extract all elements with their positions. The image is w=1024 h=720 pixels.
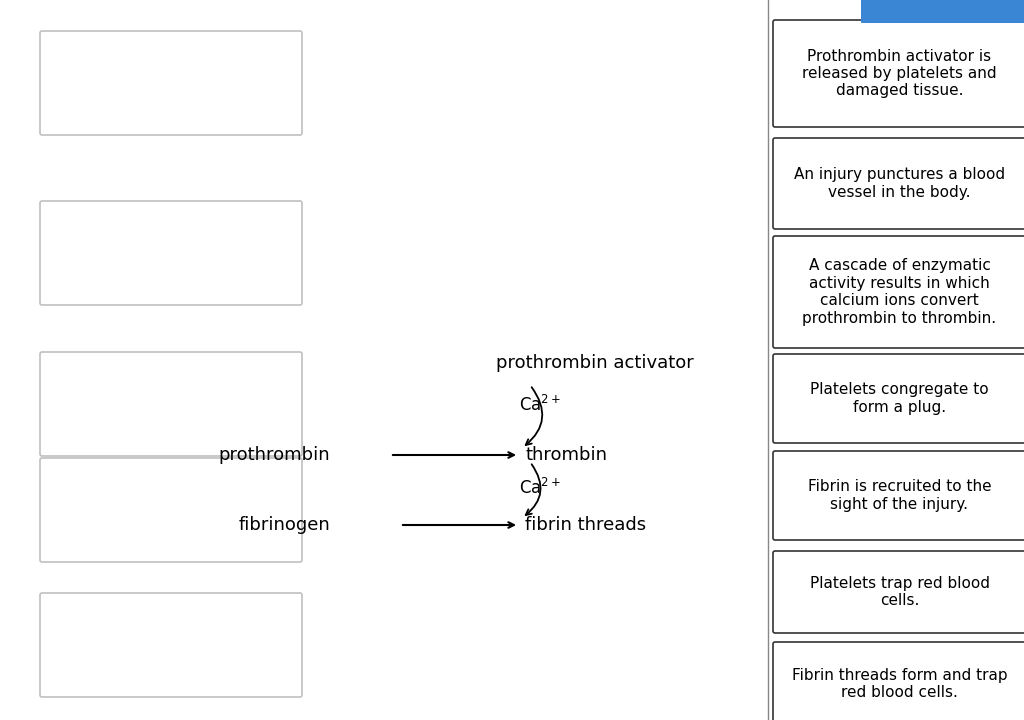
FancyBboxPatch shape	[773, 138, 1024, 229]
FancyBboxPatch shape	[861, 0, 1024, 23]
Text: Fibrin is recruited to the
sight of the injury.: Fibrin is recruited to the sight of the …	[808, 480, 991, 512]
Text: prothrombin: prothrombin	[218, 446, 330, 464]
Text: fibrin threads: fibrin threads	[525, 516, 646, 534]
Text: fibrinogen: fibrinogen	[239, 516, 330, 534]
FancyBboxPatch shape	[773, 642, 1024, 720]
Text: An injury punctures a blood
vessel in the body.: An injury punctures a blood vessel in th…	[794, 167, 1006, 199]
Text: Prothrombin activator is
released by platelets and
damaged tissue.: Prothrombin activator is released by pla…	[802, 49, 996, 99]
FancyBboxPatch shape	[773, 236, 1024, 348]
FancyBboxPatch shape	[40, 352, 302, 456]
Text: Fibrin threads form and trap
red blood cells.: Fibrin threads form and trap red blood c…	[792, 668, 1008, 700]
FancyBboxPatch shape	[40, 31, 302, 135]
FancyBboxPatch shape	[773, 451, 1024, 540]
Text: A cascade of enzymatic
activity results in which
calcium ions convert
prothrombi: A cascade of enzymatic activity results …	[803, 258, 996, 325]
FancyBboxPatch shape	[40, 458, 302, 562]
FancyBboxPatch shape	[773, 551, 1024, 633]
FancyBboxPatch shape	[773, 354, 1024, 443]
Text: Ca$^{2+}$: Ca$^{2+}$	[519, 395, 561, 415]
FancyBboxPatch shape	[773, 20, 1024, 127]
Text: prothrombin activator: prothrombin activator	[496, 354, 694, 372]
Text: Platelets trap red blood
cells.: Platelets trap red blood cells.	[810, 576, 989, 608]
FancyBboxPatch shape	[40, 201, 302, 305]
Text: thrombin: thrombin	[525, 446, 607, 464]
FancyBboxPatch shape	[40, 593, 302, 697]
Text: Ca$^{2+}$: Ca$^{2+}$	[519, 478, 561, 498]
Text: Platelets congregate to
form a plug.: Platelets congregate to form a plug.	[810, 382, 989, 415]
